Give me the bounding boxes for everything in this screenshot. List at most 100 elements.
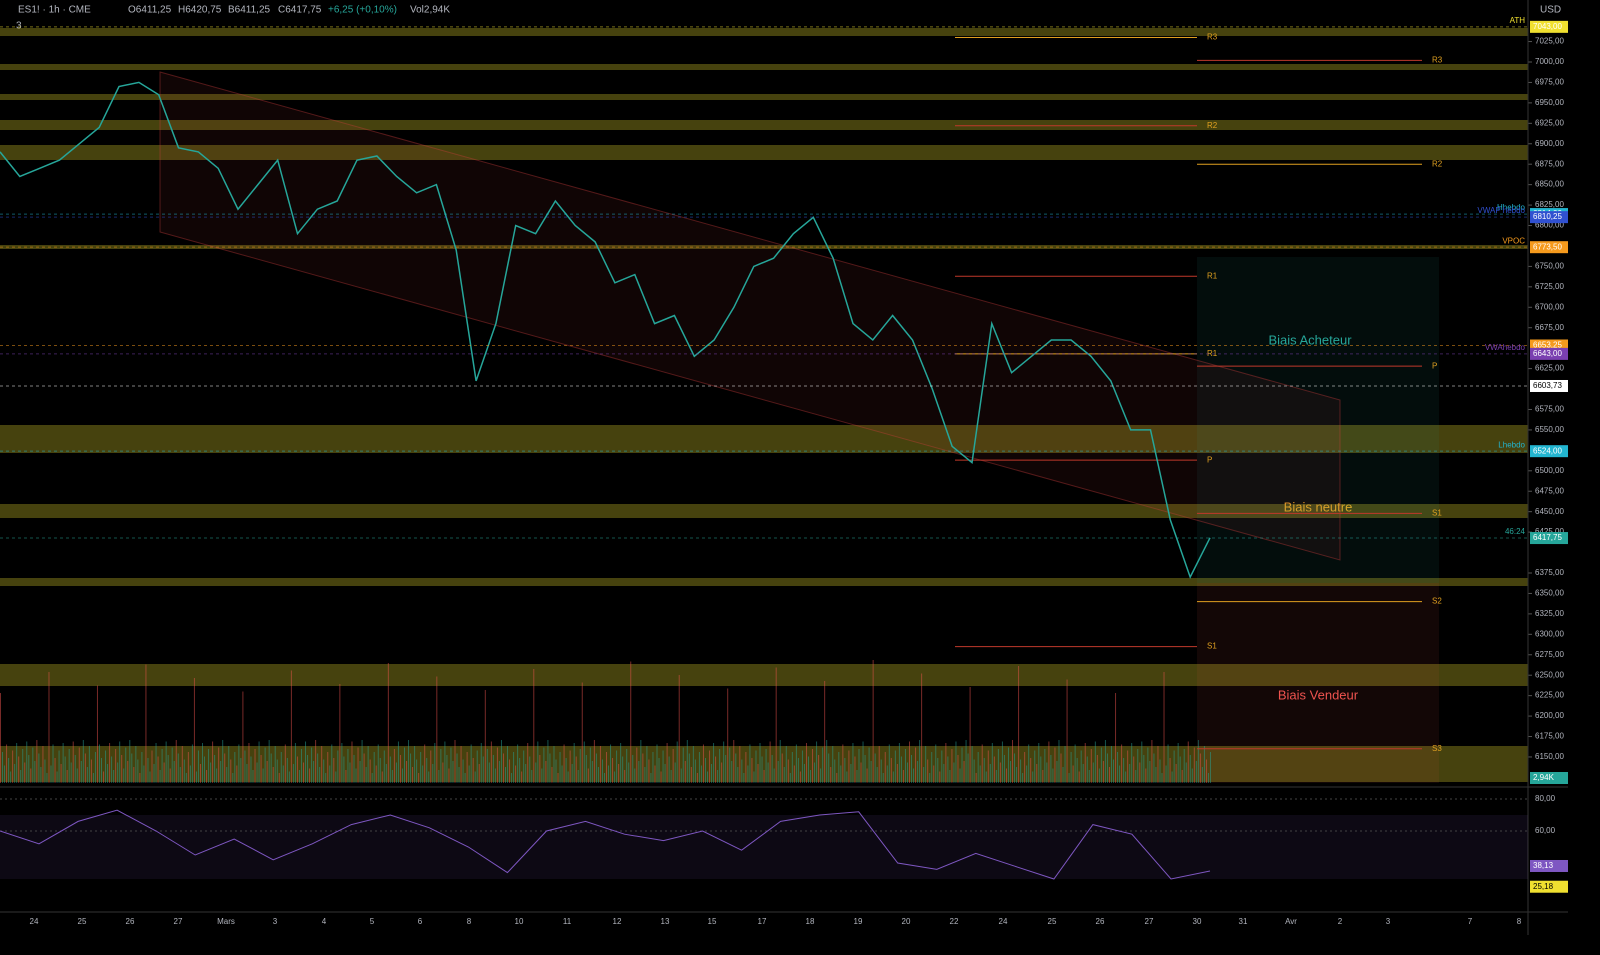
- x-tick-label: 17: [758, 917, 767, 926]
- volume-bar: [745, 752, 747, 783]
- zone: [0, 28, 1528, 36]
- x-tick-label: 4: [322, 917, 327, 926]
- volume-bar: [911, 755, 913, 783]
- volume-bar: [252, 770, 254, 783]
- volume-bar: [24, 762, 26, 783]
- volume-bar: [781, 753, 783, 783]
- volume-bar: [670, 770, 672, 783]
- level-name: VWAhebdo: [1485, 343, 1526, 352]
- volume-bar: [529, 756, 531, 783]
- volume-bar: [725, 755, 727, 783]
- volume-bar: [523, 750, 525, 783]
- volume-bar: [412, 767, 414, 783]
- volume-bar: [515, 765, 517, 783]
- volume-bar: [694, 759, 696, 783]
- volume-bar: [521, 771, 523, 783]
- price-tag: [1530, 20, 1568, 33]
- volume-bar: [707, 771, 708, 783]
- level-name: ATH: [1510, 16, 1526, 25]
- zone: [0, 504, 1528, 518]
- price-tag-label: 6773,50: [1533, 242, 1562, 251]
- volume-bar: [38, 753, 40, 783]
- volume-bar: [595, 753, 597, 783]
- volume-bar: [668, 756, 670, 783]
- volume-bar: [222, 740, 224, 783]
- pivot-label: S1: [1207, 642, 1217, 651]
- volume-bar: [769, 741, 771, 783]
- volume-bar: [341, 743, 343, 783]
- volume-bar: [70, 762, 72, 783]
- level-name: Hhebdo: [1497, 203, 1526, 212]
- volume-bar: [1141, 741, 1143, 783]
- volume-bar: [612, 758, 614, 783]
- volume-bar: [965, 740, 967, 783]
- pivot-label: P: [1432, 361, 1437, 370]
- volume-bar: [282, 765, 284, 783]
- x-tick-label: 25: [1048, 917, 1057, 926]
- volume-bar: [618, 764, 620, 783]
- level-name: VWAP hebdo: [1477, 206, 1525, 215]
- volume-bar: [1135, 770, 1137, 783]
- volume-bar: [1203, 746, 1205, 783]
- volume-bar: [767, 762, 769, 783]
- y-tick-label: 6200,00: [1535, 711, 1564, 720]
- volume-bar: [709, 750, 711, 783]
- volume-bar: [16, 743, 18, 783]
- volume-bar: [820, 768, 822, 783]
- volume-bar: [464, 773, 466, 783]
- x-tick-label: 10: [515, 917, 524, 926]
- volume-bar: [896, 764, 898, 783]
- volume-bar: [109, 743, 111, 783]
- y-tick-label: 6825,00: [1535, 200, 1564, 209]
- symbol[interactable]: ES1! · 1h · CME: [18, 5, 91, 16]
- volume-bar: [442, 762, 444, 783]
- price-tag: [1530, 379, 1568, 392]
- volume-bar: [585, 755, 587, 783]
- volume-bar: [1133, 756, 1135, 783]
- volume-bar: [1094, 741, 1096, 783]
- volume-bar: [935, 744, 937, 783]
- volume-bar: [280, 752, 282, 783]
- volume-bar: [759, 743, 761, 783]
- volume-bar: [565, 758, 567, 783]
- volume-bar: [834, 759, 836, 783]
- volume-bar: [664, 764, 666, 783]
- volume-bar: [1034, 750, 1036, 783]
- volume-bar: [76, 768, 78, 783]
- volume-bar: [949, 770, 951, 783]
- volume-bar: [494, 768, 496, 783]
- volume-bar: [1151, 740, 1153, 783]
- volume-bar: [601, 759, 603, 783]
- volume-bar: [404, 747, 405, 783]
- volume-bar: [121, 755, 123, 783]
- volume-bar: [979, 765, 981, 783]
- volume-bar: [999, 762, 1001, 783]
- pivot-label: R3: [1432, 55, 1443, 64]
- volume-bar: [838, 752, 840, 783]
- volume-bar: [327, 752, 329, 783]
- volume-bar: [959, 768, 961, 783]
- volume-bar: [484, 690, 486, 783]
- zone: [0, 94, 1528, 100]
- volume-bar: [4, 765, 6, 783]
- volume-bar: [232, 773, 234, 783]
- volume-bar: [1119, 765, 1121, 783]
- volume-bar: [822, 747, 824, 783]
- zone: [0, 425, 1528, 453]
- volume-bar: [1024, 752, 1026, 783]
- volume-bar: [1064, 746, 1066, 783]
- volume-bar: [779, 740, 781, 783]
- volume-bar: [1125, 771, 1127, 783]
- box: [1197, 257, 1439, 583]
- volume-bar: [939, 771, 941, 783]
- pivot-label: R1: [1207, 271, 1218, 280]
- indicator-count[interactable]: 3: [16, 21, 22, 32]
- volume-bar: [868, 747, 870, 783]
- x-tick-label: 15: [708, 917, 717, 926]
- volume-bar: [557, 773, 559, 783]
- currency[interactable]: USD: [1540, 5, 1561, 16]
- volume-bar: [32, 747, 34, 783]
- volume-bar: [292, 764, 294, 783]
